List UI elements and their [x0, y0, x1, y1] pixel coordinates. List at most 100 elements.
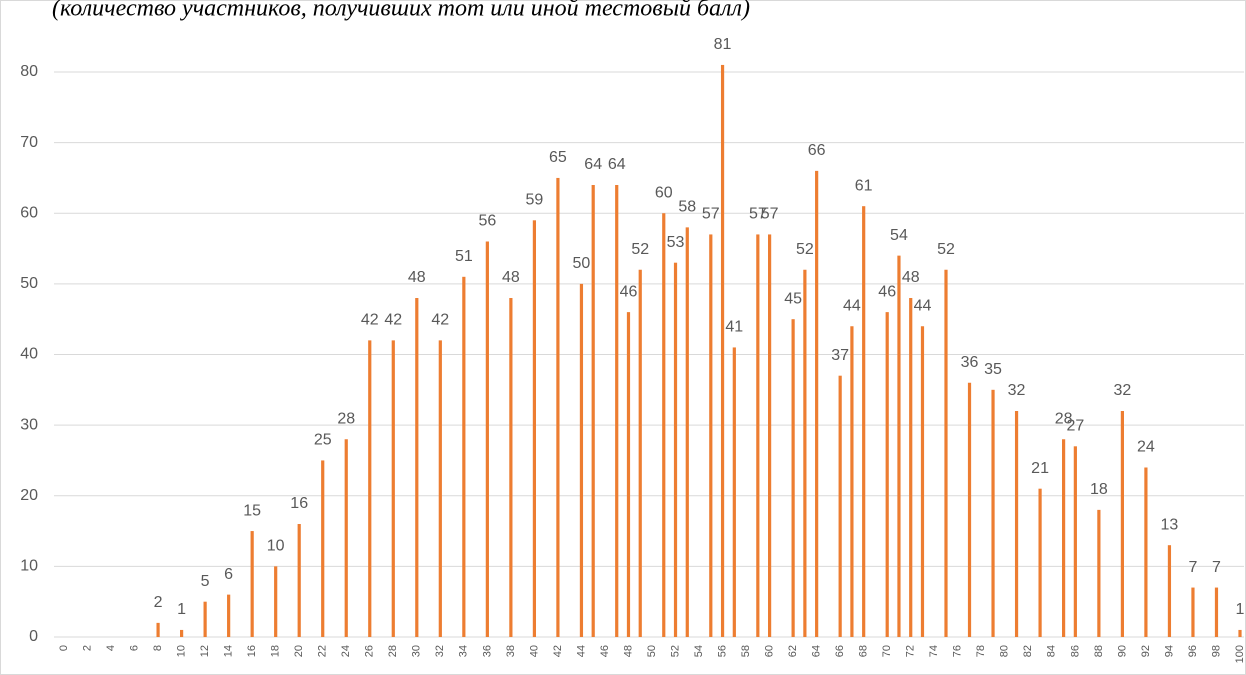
data-label: 58 [678, 199, 696, 216]
x-tick-label: 64 [811, 645, 823, 657]
x-tick-label: 12 [199, 645, 211, 657]
bar [485, 241, 489, 637]
bar [1097, 509, 1101, 637]
bar [791, 319, 795, 637]
data-label: 13 [1161, 516, 1179, 533]
data-label: 81 [714, 36, 732, 53]
bar [615, 185, 619, 637]
bar [732, 347, 736, 637]
data-label: 10 [267, 538, 285, 555]
y-tick-label: 50 [20, 275, 38, 292]
bar [156, 622, 160, 637]
y-tick-label: 20 [20, 487, 38, 504]
data-label: 6 [224, 566, 233, 583]
x-tick-label: 52 [669, 645, 681, 657]
data-label: 64 [584, 156, 602, 173]
x-tick-label: 94 [1163, 645, 1175, 657]
x-tick-label: 0 [58, 645, 70, 651]
bar [579, 283, 584, 637]
data-label: 24 [1137, 439, 1155, 456]
bar [991, 389, 995, 637]
bar [1191, 587, 1195, 637]
data-label: 7 [1189, 559, 1198, 576]
data-label: 42 [361, 312, 379, 329]
data-label: 57 [702, 206, 720, 223]
x-tick-label: 6 [128, 645, 140, 651]
bar [1038, 488, 1042, 637]
x-tick-label: 60 [764, 645, 776, 657]
bar [391, 340, 395, 637]
x-tick-label: 10 [176, 645, 188, 657]
y-tick-label: 80 [20, 63, 38, 80]
data-label: 7 [1212, 559, 1221, 576]
data-label: 15 [243, 502, 261, 519]
bar [803, 269, 807, 637]
x-tick-label: 62 [787, 645, 799, 657]
bar [509, 298, 513, 637]
x-tick-label: 78 [975, 645, 987, 657]
bar [673, 262, 678, 637]
bar [591, 185, 595, 637]
x-tick-label: 30 [411, 645, 423, 657]
data-label: 28 [1055, 410, 1073, 427]
data-label: 61 [855, 177, 873, 194]
bar [626, 312, 631, 637]
data-label: 5 [201, 573, 210, 590]
x-tick-label: 66 [834, 645, 846, 657]
x-tick-label: 48 [622, 645, 634, 657]
data-label: 46 [878, 283, 896, 300]
x-tick-label: 16 [246, 645, 258, 657]
data-label: 37 [831, 347, 849, 364]
bar [815, 170, 819, 637]
x-tick-label: 40 [528, 645, 540, 657]
data-label: 56 [478, 213, 496, 230]
bar [1144, 467, 1148, 637]
bar [662, 213, 666, 637]
x-tick-label: 38 [505, 645, 517, 657]
x-tick-label: 92 [1140, 645, 1152, 657]
bar [920, 326, 925, 637]
x-tick-label: 18 [270, 645, 282, 657]
data-label: 1 [177, 601, 186, 618]
data-label: 21 [1031, 460, 1049, 477]
bar [344, 439, 348, 637]
bar [556, 177, 560, 637]
x-tick-label: 26 [364, 645, 376, 657]
x-tick-label: 8 [152, 645, 164, 651]
bar [885, 312, 889, 637]
bar [638, 269, 642, 637]
bar [368, 340, 372, 637]
y-tick-label: 30 [20, 416, 38, 433]
bar [462, 276, 466, 637]
data-label: 52 [796, 241, 814, 258]
x-tick-label: 68 [858, 645, 870, 657]
data-label: 52 [937, 241, 955, 258]
x-tick-label: 42 [552, 645, 564, 657]
data-label: 27 [1066, 418, 1084, 435]
bar [709, 234, 713, 637]
bar [909, 298, 913, 637]
data-label: 66 [808, 142, 826, 159]
bar [1014, 411, 1019, 637]
data-label: 50 [573, 255, 591, 272]
data-label: 64 [608, 156, 626, 173]
data-label: 44 [843, 297, 861, 314]
bar [685, 227, 689, 637]
bar [227, 594, 231, 637]
bar [1062, 439, 1066, 637]
bar [1238, 629, 1242, 637]
data-label: 48 [502, 269, 520, 286]
bar [274, 566, 278, 637]
data-label: 18 [1090, 481, 1108, 498]
data-label: 42 [431, 312, 449, 329]
bar [321, 460, 325, 637]
data-label: 51 [455, 248, 473, 265]
x-tick-label: 32 [434, 645, 446, 657]
x-tick-label: 56 [716, 645, 728, 657]
x-tick-label: 96 [1187, 645, 1199, 657]
x-tick-label: 50 [646, 645, 658, 657]
bar [250, 531, 254, 637]
x-tick-label: 58 [740, 645, 752, 657]
x-tick-label: 74 [928, 645, 940, 657]
